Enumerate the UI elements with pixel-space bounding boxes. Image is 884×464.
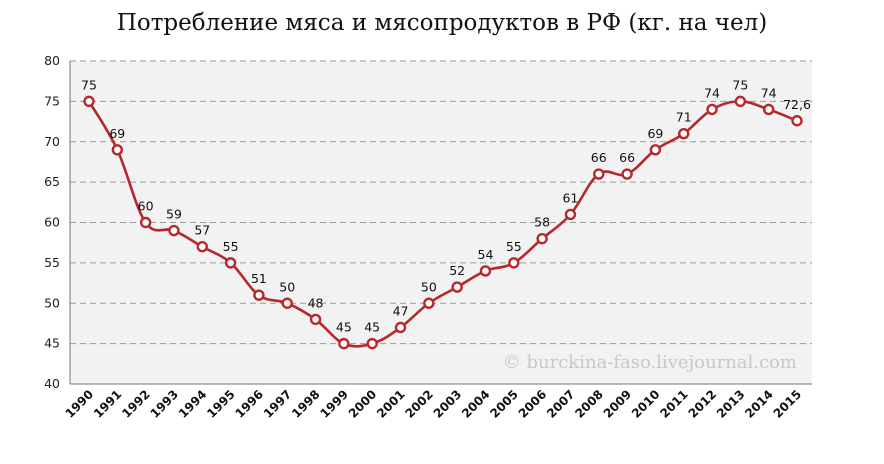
x-tick-label-2009: 2009 [601, 387, 635, 421]
data-label-1994: 57 [194, 223, 210, 238]
x-tick-label-1992: 1992 [119, 387, 153, 421]
data-label-2010: 69 [647, 126, 663, 141]
data-label-1996: 51 [251, 271, 267, 286]
data-point-1991 [111, 144, 124, 156]
data-point-1992 [139, 216, 152, 229]
data-point-2009 [621, 168, 633, 180]
data-point-2010 [649, 144, 662, 156]
x-tick-label-2005: 2005 [487, 387, 521, 421]
data-point-1990 [83, 95, 95, 108]
data-label-2005: 55 [506, 239, 522, 254]
data-label-2002: 50 [421, 279, 437, 294]
x-tick-label-1997: 1997 [261, 387, 295, 421]
data-label-2012: 74 [704, 85, 720, 100]
data-point-1997 [281, 297, 293, 309]
data-label-2014: 74 [761, 85, 777, 100]
data-label-2000: 45 [364, 320, 380, 335]
x-tick-label-1994: 1994 [176, 387, 210, 421]
data-label-2006: 58 [534, 215, 550, 230]
y-tick-label-40: 40 [44, 376, 60, 391]
axes [69, 61, 812, 385]
data-label-1990: 75 [81, 77, 97, 92]
watermark: © burckina-faso.livejournal.com [503, 352, 797, 373]
data-point-2002 [423, 297, 435, 309]
y-tick-label-75: 75 [44, 93, 60, 108]
data-point-2006 [536, 232, 548, 245]
data-point-2014 [762, 103, 775, 116]
x-tick-label-2008: 2008 [572, 387, 606, 421]
data-label-2003: 52 [449, 263, 465, 278]
data-label-1992: 60 [138, 199, 154, 214]
data-point-2003 [451, 281, 463, 293]
data-label-2015: 72,6 [783, 97, 811, 112]
x-axis-ticks: 1990199119921993199419951996199719981999… [63, 387, 805, 421]
x-tick-label-2001: 2001 [374, 387, 408, 421]
data-label-1999: 45 [336, 320, 352, 335]
x-tick-label-1998: 1998 [289, 387, 323, 421]
x-tick-label-2010: 2010 [629, 387, 663, 421]
y-tick-label-55: 55 [44, 255, 60, 270]
data-point-1996 [253, 289, 265, 301]
data-label-2009: 66 [619, 150, 635, 165]
x-tick-label-1993: 1993 [148, 387, 182, 421]
data-labels: 75 69 60 59 57 55 51 50 48 45 45 47 50 52 54 55 58 61 66 66… [81, 77, 811, 334]
y-tick-label-50: 50 [44, 295, 60, 310]
x-tick-label-1996: 1996 [233, 387, 267, 421]
data-point-2004 [479, 265, 492, 277]
data-point-2005 [508, 257, 520, 269]
data-label-1991: 69 [109, 126, 125, 141]
data-point-1999 [338, 337, 350, 350]
y-tick-label-80: 80 [44, 53, 60, 68]
data-label-2013: 75 [732, 77, 748, 92]
y-tick-label-70: 70 [44, 134, 60, 149]
data-point-2007 [564, 208, 577, 221]
data-points [83, 95, 803, 350]
data-point-1995 [224, 257, 237, 269]
data-point-2001 [394, 321, 407, 334]
data-label-1998: 48 [308, 295, 324, 310]
x-tick-label-2012: 2012 [686, 387, 720, 421]
grid-lines [70, 60, 812, 345]
data-point-2008 [593, 168, 605, 180]
data-point-1998 [309, 313, 322, 326]
x-tick-label-2006: 2006 [516, 387, 550, 421]
y-tick-label-65: 65 [44, 174, 60, 189]
data-point-2011 [678, 127, 690, 140]
cropped-caption-fragment [0, 452, 884, 464]
x-tick-label-1995: 1995 [204, 387, 238, 421]
x-tick-label-2014: 2014 [742, 387, 776, 421]
x-tick-label-2007: 2007 [544, 387, 578, 421]
data-label-2008: 66 [591, 150, 607, 165]
chart-title: Потребление мяса и мясопродуктов в РФ (к… [116, 10, 768, 36]
y-tick-label-60: 60 [44, 215, 60, 230]
data-label-2007: 61 [562, 190, 578, 205]
data-point-2000 [366, 337, 378, 350]
x-tick-label-2003: 2003 [431, 387, 465, 421]
x-tick-label-2002: 2002 [402, 387, 436, 421]
x-tick-label-1991: 1991 [91, 387, 125, 421]
data-point-1993 [168, 224, 180, 237]
x-tick-label-2013: 2013 [714, 387, 748, 421]
data-point-2013 [734, 95, 747, 108]
data-point-1994 [196, 241, 208, 253]
x-tick-label-2000: 2000 [346, 387, 380, 421]
y-axis-ticks: 40 45 50 55 60 65 70 75 80 [44, 53, 60, 391]
x-tick-label-2011: 2011 [657, 387, 691, 421]
data-point-2015 [791, 115, 803, 127]
data-label-1993: 59 [166, 207, 182, 222]
data-label-2001: 47 [393, 303, 409, 318]
x-tick-label-1990: 1990 [63, 387, 97, 421]
data-point-2012 [706, 103, 718, 116]
x-tick-label-2004: 2004 [459, 387, 493, 421]
data-label-1995: 55 [223, 239, 239, 254]
y-tick-label-45: 45 [44, 336, 60, 351]
x-tick-label-1999: 1999 [317, 387, 351, 421]
data-label-2011: 71 [676, 110, 692, 125]
x-tick-label-2015: 2015 [771, 387, 805, 421]
data-label-1997: 50 [279, 279, 295, 294]
data-label-2004: 54 [478, 247, 494, 262]
